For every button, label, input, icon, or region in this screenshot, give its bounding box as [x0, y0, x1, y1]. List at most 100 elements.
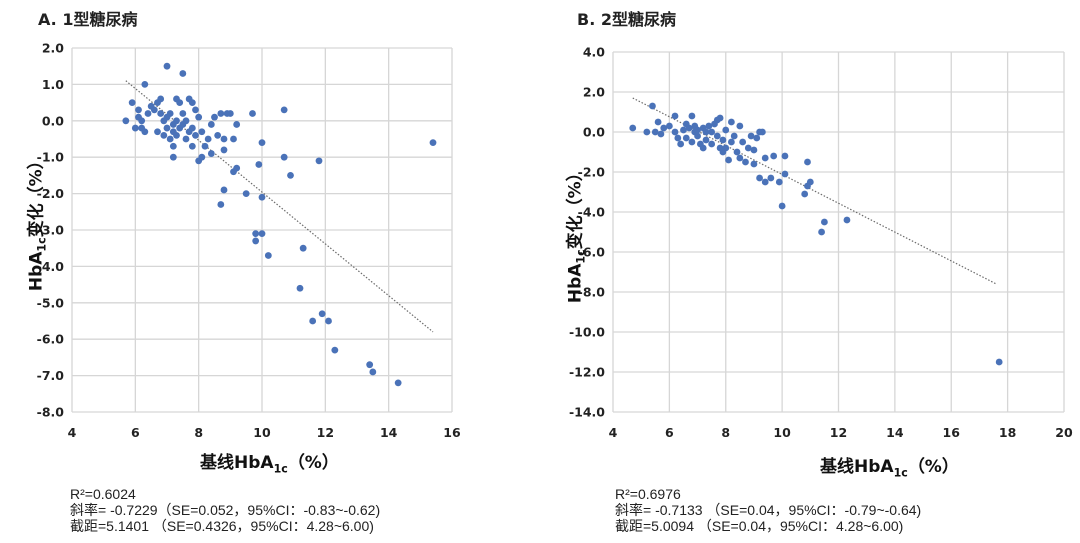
data-point	[649, 102, 656, 110]
y-label-sub: 1c	[574, 249, 588, 264]
x-label-tail: （%）	[287, 453, 339, 473]
r-squared-a: R²=0.6024	[70, 486, 136, 502]
data-point	[150, 106, 158, 114]
data-point	[761, 178, 769, 186]
x-tick-label: 12	[317, 425, 334, 440]
data-point	[141, 81, 149, 88]
trendline	[632, 97, 997, 285]
y-tick-label: -6.0	[37, 332, 65, 347]
data-point	[702, 136, 710, 144]
y-label-tail: 变化（%）	[565, 164, 586, 250]
y-tick-label: -2.0	[578, 165, 606, 180]
data-point	[654, 118, 662, 126]
data-point	[299, 244, 307, 252]
data-point	[173, 117, 180, 125]
data-point	[688, 112, 696, 120]
y-tick-label: 0.0	[583, 125, 605, 140]
data-point	[163, 62, 171, 70]
y-tick-label: -6.0	[578, 245, 606, 260]
x-axis-label-a: 基线HbA1c（%）	[200, 448, 339, 475]
data-point	[843, 216, 851, 224]
data-point	[166, 110, 174, 117]
data-point	[207, 121, 215, 128]
scatter-plot-b: 4 6 8 10 12 14 16 18 20 4.0 2.0 0.0 -2.0 -4.0 -6.0 -8.0…	[569, 45, 1073, 441]
data-point	[643, 128, 651, 136]
data-point	[188, 99, 196, 106]
regression-stats-a: R²=0.6024 斜率= -0.7229（SE=0.052，95%CI：-0.…	[70, 486, 380, 534]
data-point	[188, 142, 196, 150]
data-point	[198, 128, 206, 136]
data-point	[258, 139, 266, 147]
y-axis-label-a: HbA1c变化（%）	[21, 132, 48, 312]
data-point	[258, 193, 266, 201]
data-point	[255, 161, 263, 168]
x-tick-label: 16	[943, 425, 961, 440]
y-label-main: HbA	[26, 251, 47, 292]
data-point	[188, 124, 196, 132]
data-point	[157, 95, 165, 103]
data-point	[318, 310, 326, 318]
data-point	[214, 131, 222, 139]
x-tick-label: 18	[999, 425, 1016, 440]
data-point	[315, 157, 323, 165]
x-axis-label-b: 基线HbA1c（%）	[820, 452, 959, 479]
y-label-main: HbA	[565, 263, 586, 304]
data-point	[154, 128, 161, 136]
data-point	[169, 142, 177, 150]
data-point	[699, 144, 707, 152]
data-point	[128, 99, 136, 106]
grid	[612, 51, 1065, 413]
grid	[71, 47, 453, 413]
intercept-a: 截距=5.1401 （SE=0.4326，95%CI：4.28~6.00)	[70, 518, 374, 534]
data-point	[192, 131, 199, 139]
y-axis-label-b: HbA1c变化（%）	[560, 144, 587, 324]
x-tick-label: 14	[380, 425, 398, 440]
x-label-main: 基线HbA	[200, 453, 274, 473]
data-point	[264, 252, 272, 259]
x-tick-label: 10	[773, 425, 791, 440]
data-point	[195, 113, 203, 121]
y-tick-label: -7.0	[37, 368, 65, 383]
x-label-tail: （%）	[907, 457, 959, 477]
data-point	[708, 140, 716, 148]
y-label-sub: 1c	[35, 237, 49, 252]
data-point	[179, 70, 187, 77]
data-point	[705, 122, 713, 130]
x-tick-label: 14	[886, 425, 904, 440]
data-point	[736, 122, 744, 130]
data-point	[674, 134, 682, 142]
y-tick-label: -2.0	[37, 186, 65, 201]
data-point	[131, 124, 139, 132]
data-point	[331, 346, 339, 354]
data-point	[242, 190, 250, 198]
data-point	[138, 117, 146, 125]
y-tick-label: -4.0	[578, 205, 606, 220]
y-tick-label: -10.0	[569, 325, 605, 340]
data-point	[727, 118, 735, 126]
data-point	[730, 132, 738, 140]
y-tick-label: -1.0	[37, 150, 65, 165]
x-tick-label: 6	[131, 425, 140, 440]
data-point	[173, 131, 180, 139]
data-point	[169, 153, 177, 161]
data-point	[694, 126, 701, 134]
data-point	[135, 106, 142, 114]
y-tick-label: -12.0	[569, 365, 605, 380]
data-point	[394, 379, 402, 387]
data-point	[744, 144, 752, 152]
data-point	[122, 117, 130, 125]
data-point	[217, 201, 225, 208]
data-point	[682, 134, 690, 142]
data-point	[750, 160, 758, 168]
data-point	[665, 122, 673, 130]
y-tick-label: 2.0	[583, 85, 605, 100]
data-point	[722, 144, 730, 152]
x-label-sub: 1c	[893, 466, 908, 480]
chart-title-b: B. 2型糖尿病	[577, 10, 676, 29]
data-point	[750, 146, 758, 154]
r-squared-b: R²=0.6976	[615, 486, 681, 502]
y-tick-label: -8.0	[578, 285, 606, 300]
data-point	[685, 124, 693, 132]
data-point	[716, 114, 724, 122]
slope-a: 斜率= -0.7229（SE=0.052，95%CI：-0.83~-0.62)	[70, 502, 381, 518]
